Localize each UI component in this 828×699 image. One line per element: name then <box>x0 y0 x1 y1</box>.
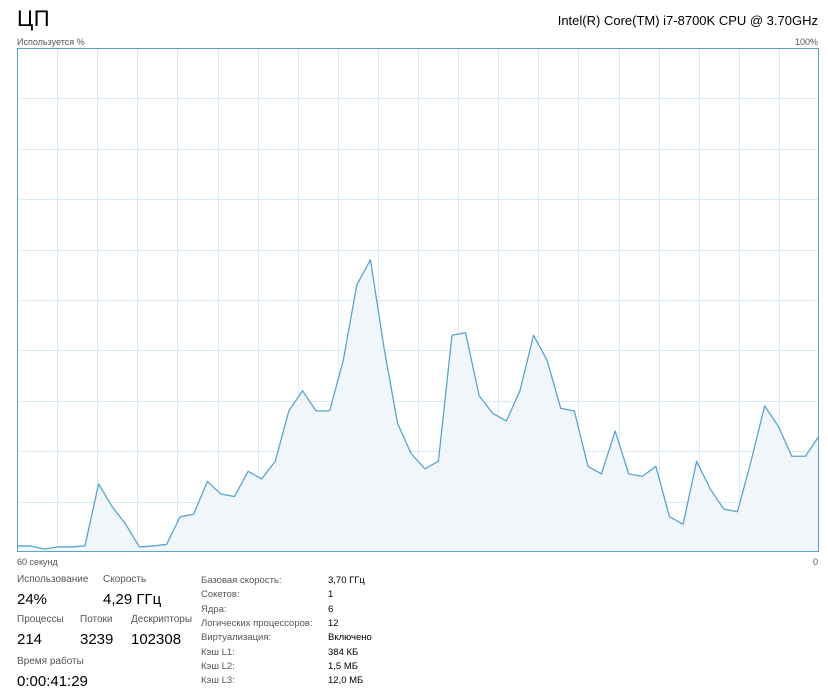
processes-value: 214 <box>17 631 43 648</box>
info-label-l3-cache: Кэш L3: <box>201 675 235 686</box>
processes-label: Процессы <box>17 614 64 625</box>
uptime-label: Время работы <box>17 656 84 667</box>
usage-line <box>17 259 819 550</box>
handles-value: 102308 <box>131 631 182 648</box>
info-label-base-speed: Базовая скорость: <box>201 575 282 586</box>
info-value-cores: 6 <box>328 604 334 615</box>
chart-y-max-label: 100% <box>794 37 818 47</box>
info-label-cores: Ядра: <box>201 604 227 615</box>
info-value-base-speed: 3,70 ГГц <box>328 575 365 586</box>
chart-x-right-label: 0 <box>812 557 818 567</box>
chart-border <box>17 48 819 552</box>
info-value-l1-cache: 384 КБ <box>328 647 359 658</box>
page-title: ЦП <box>17 6 51 31</box>
usage-value: 24% <box>17 591 48 608</box>
chart-y-label: Используется % <box>17 37 85 47</box>
threads-value: 3239 <box>80 631 114 648</box>
info-label-l2-cache: Кэш L2: <box>201 661 235 672</box>
info-value-l3-cache: 12,0 МБ <box>328 675 364 686</box>
info-label-logical-processors: Логических процессоров: <box>201 618 313 629</box>
info-value-logical-processors: 12 <box>328 618 339 629</box>
handles-label: Дескрипторы <box>131 614 193 625</box>
info-label-virtualization: Виртуализация: <box>201 632 272 643</box>
usage-area-fill <box>17 259 819 552</box>
uptime-value: 0:00:41:29 <box>17 673 88 690</box>
info-value-sockets: 1 <box>328 589 334 600</box>
usage-label: Использование <box>17 574 89 585</box>
chart-x-left-label: 60 секунд <box>17 557 58 567</box>
cpu-model-name: Intel(R) Core(TM) i7-8700K CPU @ 3.70GHz <box>557 13 818 28</box>
speed-label: Скорость <box>103 574 147 585</box>
threads-label: Потоки <box>80 614 113 625</box>
info-value-virtualization: Включено <box>328 632 372 643</box>
cpu-usage-chart-svg <box>17 48 819 552</box>
info-label-l1-cache: Кэш L1: <box>201 647 235 658</box>
cpu-usage-chart[interactable] <box>17 48 819 552</box>
info-value-l2-cache: 1,5 МБ <box>328 661 358 672</box>
speed-value: 4,29 ГГц <box>103 591 162 608</box>
info-label-sockets: Сокетов: <box>201 589 240 600</box>
